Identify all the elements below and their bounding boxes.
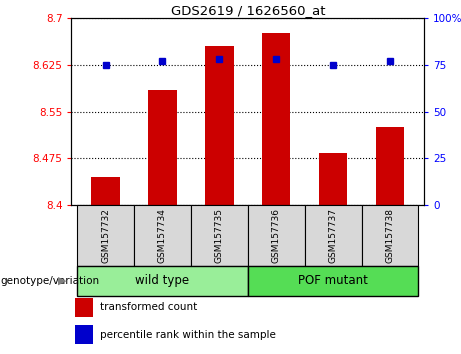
Bar xyxy=(248,205,305,266)
Text: GSM157736: GSM157736 xyxy=(272,208,281,263)
Bar xyxy=(262,33,290,205)
Text: POF mutant: POF mutant xyxy=(298,274,368,287)
Bar xyxy=(191,205,248,266)
Bar xyxy=(376,127,404,205)
Text: GSM157735: GSM157735 xyxy=(215,208,224,263)
Text: GSM157737: GSM157737 xyxy=(329,208,337,263)
Bar xyxy=(77,205,134,266)
Text: wild type: wild type xyxy=(136,274,189,287)
Text: GSM157732: GSM157732 xyxy=(101,208,110,263)
Text: ▶: ▶ xyxy=(59,275,67,286)
Bar xyxy=(75,298,93,316)
Bar xyxy=(91,177,120,205)
Text: transformed count: transformed count xyxy=(100,302,197,312)
Bar xyxy=(361,205,419,266)
Text: GSM157734: GSM157734 xyxy=(158,208,167,263)
Bar xyxy=(134,205,191,266)
Text: GSM157738: GSM157738 xyxy=(385,208,395,263)
Bar xyxy=(305,205,361,266)
Text: genotype/variation: genotype/variation xyxy=(0,275,99,286)
Title: GDS2619 / 1626560_at: GDS2619 / 1626560_at xyxy=(171,4,325,17)
Bar xyxy=(205,46,234,205)
Bar xyxy=(75,325,93,344)
Bar xyxy=(77,266,248,296)
Bar xyxy=(248,266,419,296)
Text: percentile rank within the sample: percentile rank within the sample xyxy=(100,330,276,340)
Bar xyxy=(319,153,347,205)
Bar xyxy=(148,90,177,205)
